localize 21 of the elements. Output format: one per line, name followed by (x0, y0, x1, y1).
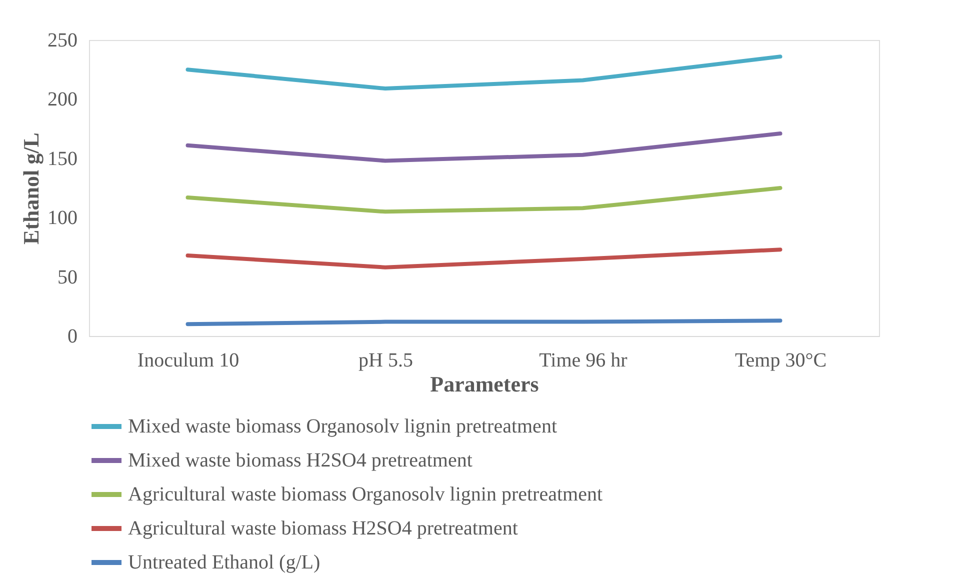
y-tick-label: 50 (58, 266, 78, 288)
legend-label: Mixed waste biomass Organosolv lignin pretreatment (128, 416, 558, 438)
line-series (186, 186, 782, 214)
line-series (186, 132, 782, 163)
y-tick-label: 200 (48, 88, 78, 111)
legend-label: Agricultural waste biomass H2SO4 pretreatment (128, 518, 518, 540)
x-tick-label: pH 5.5 (358, 350, 413, 372)
x-tick-label: Temp 30°C (734, 350, 827, 372)
y-axis-title: Ethanol g/L (18, 132, 44, 244)
y-tick-label: 150 (48, 148, 78, 170)
x-tick-label: Time 96 hr (539, 350, 628, 372)
y-tick-label: 100 (48, 207, 78, 230)
legend-label: Mixed waste biomass H2SO4 pretreatment (128, 450, 473, 472)
legend-label: Untreated Ethanol (g/L) (128, 552, 320, 574)
line-series (186, 54, 782, 91)
x-tick-label: Inoculum 10 (137, 350, 240, 372)
y-tick-label: 250 (48, 30, 78, 52)
line-series (186, 248, 782, 270)
legend-label: Agricultural waste biomass Organosolv lignin pretreatment (128, 484, 603, 506)
y-tick-label: 0 (68, 326, 78, 348)
x-axis-title: Parameters (430, 372, 540, 396)
